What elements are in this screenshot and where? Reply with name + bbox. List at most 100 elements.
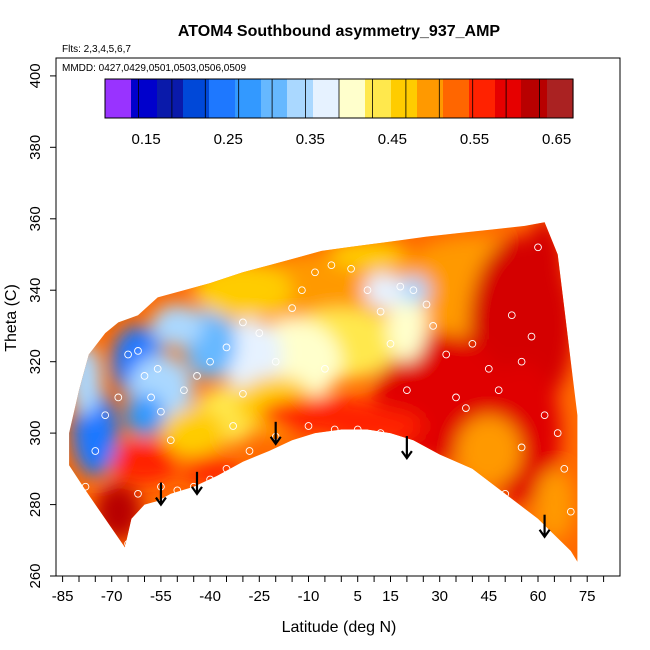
dates-annotation: MMDD: 0427,0429,0501,0503,0506,0509 <box>62 63 246 74</box>
y-tick-label: 380 <box>27 135 44 160</box>
sample-point <box>396 282 405 291</box>
x-tick-label: 15 <box>382 588 399 605</box>
y-tick-label: 280 <box>27 492 44 517</box>
sample-point <box>403 386 411 395</box>
sample-point <box>166 436 175 445</box>
x-tick-label: -40 <box>199 588 221 605</box>
sample-point <box>255 329 264 337</box>
sample-point <box>229 422 237 430</box>
sample-point <box>271 357 280 366</box>
sample-point <box>501 489 510 498</box>
sample-point <box>560 464 569 473</box>
y-tick-label: 400 <box>27 63 44 88</box>
tropopause-arrow <box>538 514 551 539</box>
sample-point <box>376 429 385 437</box>
sample-point <box>484 364 493 373</box>
colorbar <box>104 78 574 119</box>
heatmap-blob <box>242 254 407 326</box>
sample-point <box>363 286 372 295</box>
chart-title: ATOM4 Southbound asymmetry_937_AMP <box>178 23 500 40</box>
sample-point <box>239 318 247 327</box>
sample-point <box>134 489 142 498</box>
sample-point <box>193 372 201 380</box>
sample-point <box>507 311 516 320</box>
flights-annotation: Flts: 2,3,4,5,6,7 <box>62 44 131 55</box>
colorbar-swatch <box>261 79 288 118</box>
colorbar-swatch <box>209 79 236 118</box>
sample-point <box>534 243 542 252</box>
colorbar-label: 0.25 <box>214 131 243 148</box>
sample-point <box>468 339 477 348</box>
colorbar-swatch <box>469 79 496 118</box>
sample-point <box>173 486 182 495</box>
heatmap-blob <box>397 275 430 305</box>
sample-point <box>409 286 418 295</box>
sample-point <box>81 482 90 491</box>
sample-point <box>517 443 526 452</box>
sample-point <box>114 393 123 402</box>
sample-point <box>462 404 470 412</box>
x-tick-label: -10 <box>298 588 320 605</box>
tropopause-arrows <box>155 421 551 539</box>
heatmap-blob <box>324 408 424 444</box>
tropopause-arrow <box>400 436 413 461</box>
sample-point <box>124 539 132 548</box>
heatmap-blob <box>456 415 522 487</box>
colorbar-swatch <box>287 79 314 118</box>
heatmap-blob <box>151 304 204 348</box>
sample-points <box>81 243 575 548</box>
colorbar-swatch <box>547 79 574 118</box>
colorbar-frame <box>104 78 574 119</box>
colorbar-label: 0.15 <box>131 131 160 148</box>
x-axis-label: Latitude (deg N) <box>282 619 397 636</box>
sample-point <box>376 307 385 316</box>
heatmap-blob <box>111 440 178 484</box>
sample-point <box>311 268 319 277</box>
x-tick-label: 30 <box>431 588 448 605</box>
colorbar-swatch <box>365 79 392 118</box>
tropopause-arrow <box>155 482 167 507</box>
heatmap-blob <box>95 483 142 541</box>
sample-point <box>298 286 306 295</box>
y-axis-label: Theta (C) <box>3 284 20 352</box>
heatmap-blob <box>160 408 227 459</box>
x-tick-label: -55 <box>150 588 172 605</box>
heatmap-blob <box>524 222 565 326</box>
heatmap-blob <box>387 290 427 362</box>
sample-point <box>321 364 329 373</box>
plot-frame <box>55 57 621 577</box>
colorbar-swatch <box>235 79 262 118</box>
sample-point <box>222 343 231 352</box>
sample-point <box>101 411 110 420</box>
sample-point <box>147 393 155 402</box>
heatmap-blob <box>183 454 237 484</box>
heatmap-field <box>69 222 578 562</box>
colorbar-swatch <box>391 79 418 118</box>
sample-point <box>527 332 536 341</box>
y-tick-label: 360 <box>27 206 44 231</box>
sample-point <box>206 357 214 366</box>
colorbar-swatch <box>339 79 366 118</box>
heatmap-blob <box>364 272 404 309</box>
sample-point <box>435 461 444 470</box>
colorbar-swatch <box>157 79 184 118</box>
sample-point <box>386 339 395 348</box>
sample-point <box>140 372 149 380</box>
colorbar-label: 0.65 <box>542 131 571 148</box>
sample-point <box>396 439 405 448</box>
heatmap-blob <box>328 240 407 269</box>
y-tick-label: 260 <box>27 563 44 588</box>
colorbar-labels: 0.15 0.25 0.35 0.45 0.55 0.65 <box>131 131 571 148</box>
sample-point <box>566 507 575 516</box>
sample-point <box>422 300 431 309</box>
x-tick-label: 45 <box>480 588 497 605</box>
sample-point <box>134 347 142 355</box>
sample-point <box>222 464 231 473</box>
sample-point <box>517 357 526 366</box>
colorbar-swatch <box>521 79 548 118</box>
x-tick-label: -85 <box>52 588 74 605</box>
tropopause-arrow <box>191 471 203 496</box>
colorbar-swatch <box>313 79 340 118</box>
sample-point <box>478 500 487 509</box>
